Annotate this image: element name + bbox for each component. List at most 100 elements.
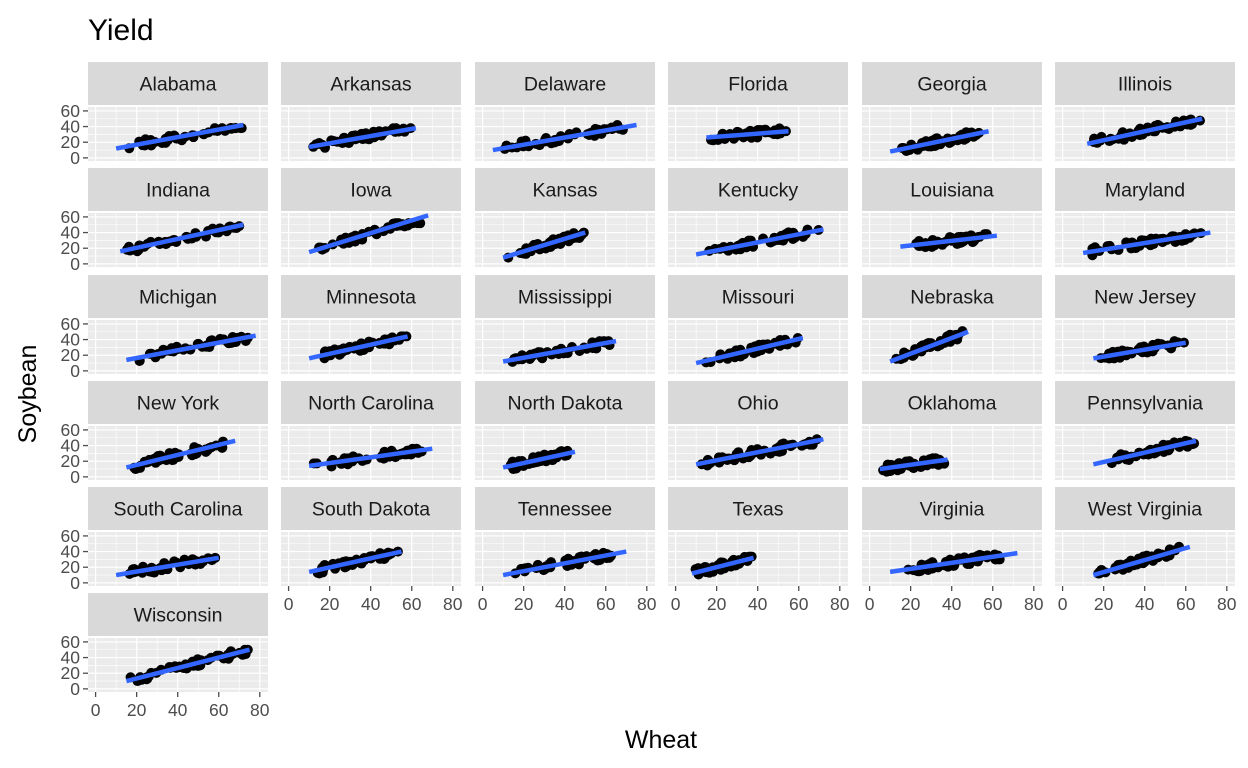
y-tick-label: 20 xyxy=(61,663,81,683)
y-tick-label: 20 xyxy=(61,451,81,471)
x-tick-label: 0 xyxy=(284,594,294,614)
facet-panel-iowa: Iowa xyxy=(281,168,461,267)
x-tick-label: 80 xyxy=(637,594,657,614)
facet-strip xyxy=(88,381,268,424)
regression-line xyxy=(502,230,586,260)
facet-strip-label: Alabama xyxy=(140,74,217,96)
x-tick-label: 0 xyxy=(865,594,875,614)
facet-strip xyxy=(475,381,655,424)
regression-line xyxy=(502,338,617,364)
facet-strip-label: Delaware xyxy=(524,74,606,96)
y-tick-label: 40 xyxy=(61,436,81,456)
facet-strip-label: Ohio xyxy=(737,393,778,415)
facet-strip-label: North Dakota xyxy=(508,393,623,415)
x-tick-label: 40 xyxy=(1135,594,1155,614)
facet-panel-maryland: Maryland xyxy=(1055,168,1235,267)
facet-strip-label: Tennessee xyxy=(518,499,612,521)
facet-panel-delaware: Delaware xyxy=(475,62,655,161)
x-tick-label: 80 xyxy=(830,594,850,614)
facet-strip-label: Texas xyxy=(733,499,784,521)
facet-strip xyxy=(88,62,268,105)
facet-strip xyxy=(281,168,461,211)
y-tick-label: 20 xyxy=(61,132,81,152)
facet-strip xyxy=(88,275,268,318)
regression-line xyxy=(502,449,576,470)
regression-line xyxy=(889,329,969,364)
facet-panel-arkansas: Arkansas xyxy=(281,62,461,161)
facet-strip-label: New York xyxy=(137,393,220,415)
regression-line xyxy=(900,233,998,249)
regression-line xyxy=(115,122,244,151)
facet-panel-illinois: Illinois xyxy=(1055,62,1235,161)
regression-line xyxy=(502,549,627,578)
facet-strip xyxy=(88,487,268,530)
x-tick-label: 20 xyxy=(514,594,534,614)
y-tick-label: 40 xyxy=(61,117,81,137)
facet-panel-north-dakota: North Dakota xyxy=(475,381,655,480)
facet-strip-label: Iowa xyxy=(350,180,391,202)
facet-panel-texas: Texas 0 20 40 60 80 xyxy=(668,487,850,614)
regression-line xyxy=(1082,230,1211,256)
x-tick-label: 60 xyxy=(402,594,422,614)
facet-strip-label: West Virginia xyxy=(1088,499,1202,521)
regression-line xyxy=(125,438,236,470)
regression-line xyxy=(308,549,402,575)
regression-line xyxy=(695,335,804,366)
x-tick-label: 0 xyxy=(478,594,488,614)
facet-panel-georgia: Georgia xyxy=(862,62,1042,161)
facet-strip xyxy=(281,275,461,318)
facet-strip-label: South Carolina xyxy=(114,499,243,521)
regression-line xyxy=(889,129,990,154)
facet-strip xyxy=(1055,487,1235,530)
y-tick-label: 60 xyxy=(61,420,81,440)
facet-strip xyxy=(862,381,1042,424)
y-tick-label: 0 xyxy=(70,467,80,487)
x-tick-label: 0 xyxy=(1058,594,1068,614)
x-tick-label: 60 xyxy=(209,700,229,720)
regression-line xyxy=(125,333,257,363)
x-tick-label: 0 xyxy=(91,700,101,720)
regression-line xyxy=(119,222,244,254)
regression-line xyxy=(308,125,417,150)
y-tick-label: 0 xyxy=(70,361,80,381)
facet-panel-pennsylvania: Pennsylvania xyxy=(1055,381,1235,480)
facet-strip xyxy=(668,381,848,424)
facet-strip xyxy=(668,62,848,105)
facet-panel-north-carolina: North Carolina xyxy=(281,381,461,480)
facet-strip-label: Virginia xyxy=(920,499,985,521)
y-tick-label: 0 xyxy=(70,148,80,168)
x-tick-label: 60 xyxy=(1176,594,1196,614)
y-tick-label: 60 xyxy=(61,101,81,121)
facet-panel-florida: Florida xyxy=(668,62,848,161)
facet-strip xyxy=(1055,275,1235,318)
facet-strip xyxy=(862,487,1042,530)
facet-strip xyxy=(668,168,848,211)
facet-panel-oklahoma: Oklahoma xyxy=(862,381,1042,480)
facet-strip-label: Maryland xyxy=(1105,180,1185,202)
x-tick-label: 60 xyxy=(983,594,1003,614)
facet-panel-virginia: Virginia 0 20 40 60 80 xyxy=(862,487,1044,614)
y-tick-label: 40 xyxy=(61,330,81,350)
regression-line xyxy=(308,213,429,255)
y-tick-label: 40 xyxy=(61,648,81,668)
y-axis-title: Soybean xyxy=(14,345,42,444)
y-tick-label: 0 xyxy=(70,573,80,593)
facet-strip-label: Florida xyxy=(728,74,788,96)
facet-strip-label: Michigan xyxy=(139,287,217,309)
facet-panel-mississippi: Mississippi xyxy=(475,275,655,374)
regression-line xyxy=(706,129,789,140)
facet-strip xyxy=(475,487,655,530)
facet-strip-label: Minnesota xyxy=(326,287,416,309)
facet-panel-south-dakota: South Dakota 0 20 40 60 80 xyxy=(281,487,463,614)
x-tick-label: 60 xyxy=(596,594,616,614)
facet-panel-missouri: Missouri xyxy=(668,275,848,374)
x-tick-label: 80 xyxy=(250,700,270,720)
facet-panel-new-jersey: New Jersey xyxy=(1055,275,1235,374)
facet-strip xyxy=(1055,62,1235,105)
x-tick-label: 40 xyxy=(168,700,188,720)
facet-strip xyxy=(1055,381,1235,424)
regression-line xyxy=(308,334,409,361)
